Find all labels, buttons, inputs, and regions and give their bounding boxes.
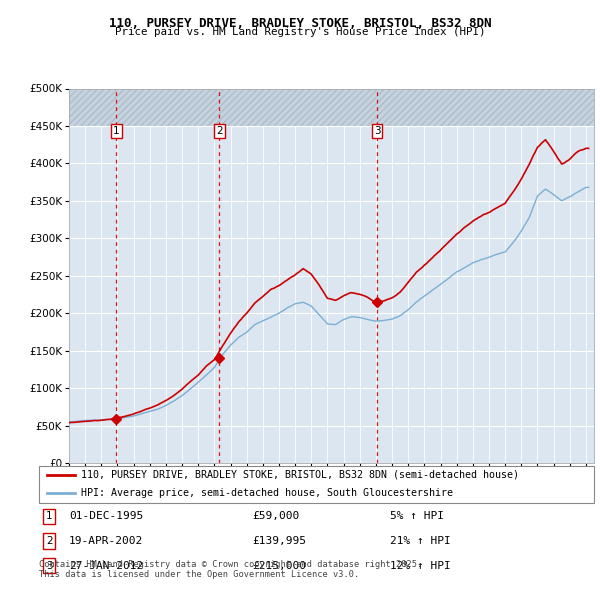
Text: 27-JAN-2012: 27-JAN-2012: [69, 561, 143, 571]
Text: Contains HM Land Registry data © Crown copyright and database right 2025.
This d: Contains HM Land Registry data © Crown c…: [39, 560, 422, 579]
Text: HPI: Average price, semi-detached house, South Gloucestershire: HPI: Average price, semi-detached house,…: [80, 489, 452, 499]
Text: 3: 3: [374, 126, 380, 136]
Text: Price paid vs. HM Land Registry's House Price Index (HPI): Price paid vs. HM Land Registry's House …: [115, 27, 485, 37]
Text: £139,995: £139,995: [252, 536, 306, 546]
FancyBboxPatch shape: [39, 466, 594, 503]
Text: 5% ↑ HPI: 5% ↑ HPI: [390, 512, 444, 521]
Text: 110, PURSEY DRIVE, BRADLEY STOKE, BRISTOL, BS32 8DN: 110, PURSEY DRIVE, BRADLEY STOKE, BRISTO…: [109, 17, 491, 30]
Text: £215,000: £215,000: [252, 561, 306, 571]
Text: 12% ↑ HPI: 12% ↑ HPI: [390, 561, 451, 571]
Text: 2: 2: [216, 126, 223, 136]
Text: 1: 1: [46, 512, 53, 521]
Text: 2: 2: [46, 536, 53, 546]
Text: 19-APR-2002: 19-APR-2002: [69, 536, 143, 546]
Text: 1: 1: [113, 126, 119, 136]
Text: 3: 3: [46, 561, 53, 571]
Text: 01-DEC-1995: 01-DEC-1995: [69, 512, 143, 521]
Text: 110, PURSEY DRIVE, BRADLEY STOKE, BRISTOL, BS32 8DN (semi-detached house): 110, PURSEY DRIVE, BRADLEY STOKE, BRISTO…: [80, 470, 518, 480]
Text: 21% ↑ HPI: 21% ↑ HPI: [390, 536, 451, 546]
Text: £59,000: £59,000: [252, 512, 299, 521]
